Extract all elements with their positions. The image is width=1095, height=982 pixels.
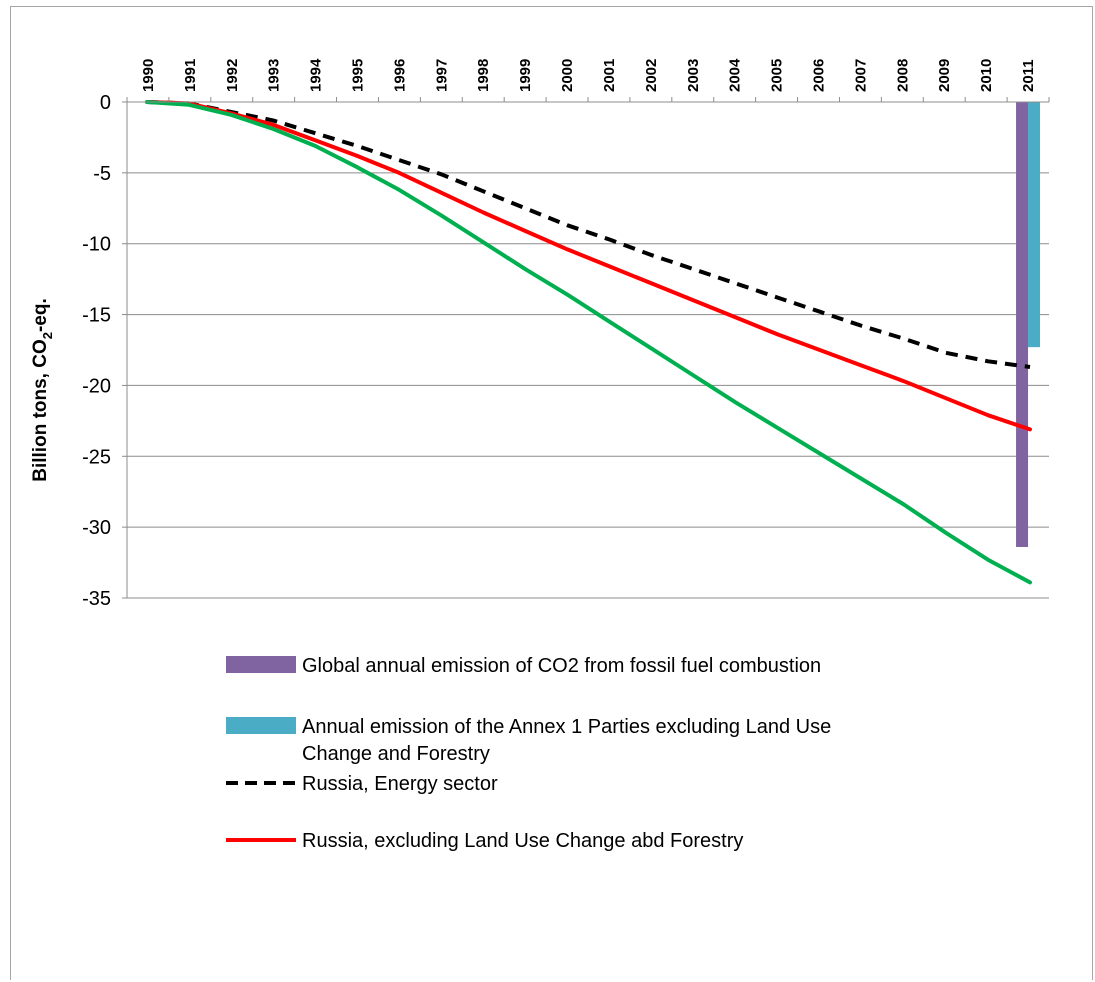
- x-tick-label: 1992: [224, 59, 241, 92]
- x-tick-label: 2007: [852, 59, 869, 92]
- x-tick-label: 1995: [350, 59, 367, 92]
- x-tick-labels: 1990 1991 1992 1993 1994 1995 1996 1997 1998 1999…: [140, 58, 1037, 92]
- y-tick-label: -10: [82, 234, 111, 256]
- y-tick-label: -35: [82, 588, 111, 610]
- x-tick-label: 2004: [727, 58, 744, 92]
- x-tick-label: 2006: [811, 59, 828, 92]
- x-tick-label: 2008: [894, 59, 911, 92]
- y-tick-label: -15: [82, 305, 111, 327]
- x-tick-label: 1994: [308, 58, 325, 92]
- y-axis-title: Billion tons, CO2-eq.: [30, 298, 55, 482]
- x-tick-label: 1999: [517, 59, 534, 92]
- x-tick-label: 2011: [1020, 59, 1037, 92]
- y-axis-label: Billion tons, CO2-eq.: [30, 298, 55, 482]
- legend-item: Russia, Energy sector: [226, 773, 498, 795]
- legend-item: Global annual emission of CO2 from fossi…: [226, 655, 821, 677]
- x-tick-label: 2001: [601, 59, 618, 92]
- x-tick-label: 2005: [769, 59, 786, 92]
- line-excl-lucf: [145, 100, 1032, 432]
- x-tick-label: 1990: [140, 59, 157, 92]
- x-tick-label: 2009: [936, 59, 953, 92]
- bar-2011-annex1: [1028, 102, 1041, 348]
- x-tick-label: 1997: [433, 59, 450, 92]
- y-tick-label: -20: [82, 375, 111, 397]
- legend-swatch: [226, 656, 296, 673]
- legend-label: Russia, excluding Land Use Change abd Fo…: [302, 830, 743, 852]
- axes: [122, 97, 1050, 599]
- x-tick-label: 2003: [685, 59, 702, 92]
- x-tick-label: 2002: [643, 59, 660, 92]
- y-tick-label: -25: [82, 446, 111, 468]
- x-tick-label: 2000: [559, 59, 576, 92]
- bars: [1016, 102, 1041, 547]
- chart-frame: [10, 6, 1093, 980]
- x-tick-label: 1998: [475, 59, 492, 92]
- bar-2011-global: [1016, 102, 1029, 547]
- lines: [145, 100, 1032, 585]
- y-tick-label: -5: [93, 163, 111, 185]
- legend: Global annual emission of CO2 from fossi…: [226, 655, 831, 852]
- x-tick-label: 1991: [182, 59, 199, 92]
- legend-item: Annual emission of the Annex 1 Parties e…: [226, 716, 831, 765]
- y-tick-labels: 0 -5 -10 -15 -20 -25 -30 -35: [82, 92, 111, 610]
- line-green: [145, 100, 1032, 585]
- legend-item: Russia, excluding Land Use Change abd Fo…: [226, 830, 743, 852]
- legend-label: Russia, Energy sector: [302, 773, 498, 795]
- legend-swatch: [226, 717, 296, 734]
- gridlines: [127, 172, 1049, 599]
- line-energy-sector: [146, 100, 1031, 369]
- x-tick-label: 1996: [391, 59, 408, 92]
- legend-label: Annual emission of the Annex 1 Parties e…: [302, 716, 831, 765]
- x-tick-label: 1993: [266, 59, 283, 92]
- y-tick-label: -30: [82, 517, 111, 539]
- y-tick-label: 0: [100, 92, 111, 114]
- x-tick-label: 2010: [978, 59, 995, 92]
- legend-label: Global annual emission of CO2 from fossi…: [302, 655, 821, 677]
